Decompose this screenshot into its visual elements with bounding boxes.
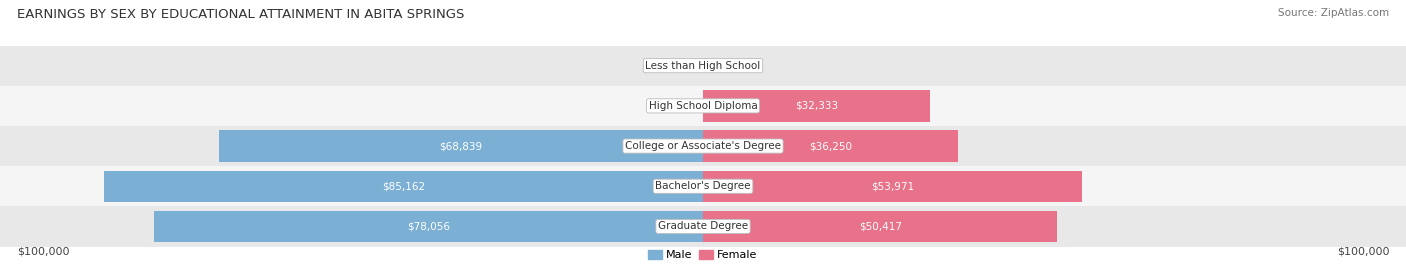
Text: Source: ZipAtlas.com: Source: ZipAtlas.com xyxy=(1278,8,1389,18)
Text: $50,417: $50,417 xyxy=(859,221,901,232)
Text: $78,056: $78,056 xyxy=(408,221,450,232)
Text: $0: $0 xyxy=(713,61,727,71)
Text: Bachelor's Degree: Bachelor's Degree xyxy=(655,181,751,191)
Text: Graduate Degree: Graduate Degree xyxy=(658,221,748,232)
Legend: Male, Female: Male, Female xyxy=(647,248,759,262)
Text: $68,839: $68,839 xyxy=(440,141,482,151)
Text: $0: $0 xyxy=(679,61,693,71)
Bar xyxy=(0,166,1406,206)
Text: High School Diploma: High School Diploma xyxy=(648,101,758,111)
Text: $36,250: $36,250 xyxy=(808,141,852,151)
Bar xyxy=(703,130,957,162)
Bar xyxy=(155,211,703,242)
Bar xyxy=(703,170,1083,202)
Bar xyxy=(703,90,931,122)
Bar xyxy=(0,206,1406,247)
Bar xyxy=(0,126,1406,166)
Text: $85,162: $85,162 xyxy=(382,181,425,191)
Bar xyxy=(703,211,1057,242)
Text: $100,000: $100,000 xyxy=(1337,247,1389,257)
Bar xyxy=(104,170,703,202)
Text: Less than High School: Less than High School xyxy=(645,61,761,71)
Text: $0: $0 xyxy=(679,101,693,111)
Bar xyxy=(219,130,703,162)
Text: $53,971: $53,971 xyxy=(872,181,914,191)
Text: EARNINGS BY SEX BY EDUCATIONAL ATTAINMENT IN ABITA SPRINGS: EARNINGS BY SEX BY EDUCATIONAL ATTAINMEN… xyxy=(17,8,464,21)
Text: $100,000: $100,000 xyxy=(17,247,69,257)
Bar xyxy=(0,86,1406,126)
Text: $32,333: $32,333 xyxy=(794,101,838,111)
Bar xyxy=(0,46,1406,86)
Text: College or Associate's Degree: College or Associate's Degree xyxy=(626,141,780,151)
